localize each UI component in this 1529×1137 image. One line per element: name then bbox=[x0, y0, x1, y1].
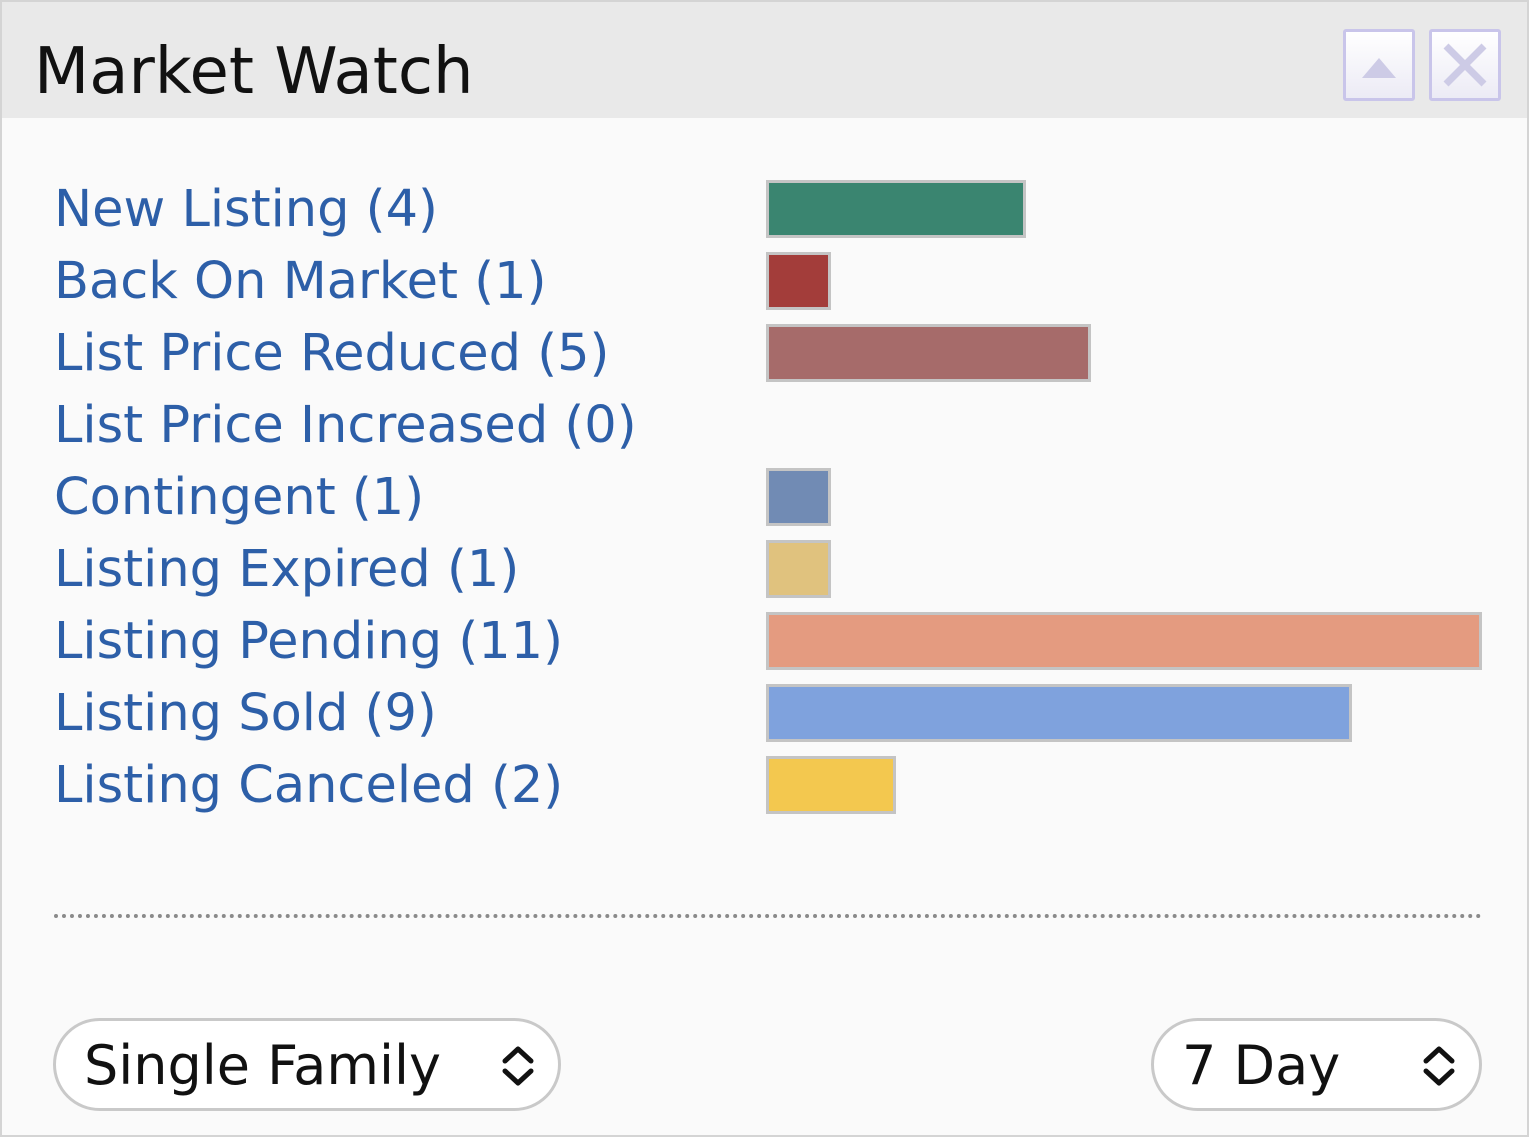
close-button[interactable] bbox=[1429, 29, 1501, 101]
category-link[interactable]: Contingent (1) bbox=[54, 468, 425, 527]
category-link[interactable]: Listing Canceled (2) bbox=[54, 756, 564, 815]
bar bbox=[766, 180, 1026, 238]
chart-row: Listing Expired (1) bbox=[2, 534, 1527, 606]
close-x-icon bbox=[1443, 43, 1487, 87]
bar bbox=[766, 540, 831, 598]
chart-row: Listing Canceled (2) bbox=[2, 750, 1527, 822]
chart-row: List Price Increased (0) bbox=[2, 390, 1527, 462]
period-value: 7 Day bbox=[1182, 1034, 1341, 1097]
category-link[interactable]: Back On Market (1) bbox=[54, 252, 547, 311]
category-link[interactable]: List Price Increased (0) bbox=[54, 396, 637, 455]
bar bbox=[766, 612, 1482, 670]
bar bbox=[766, 468, 831, 526]
bar bbox=[766, 756, 896, 814]
bar bbox=[766, 252, 831, 310]
property-type-select[interactable]: Single Family bbox=[53, 1018, 561, 1111]
bar bbox=[766, 324, 1091, 382]
property-type-value: Single Family bbox=[84, 1034, 441, 1097]
category-link[interactable]: New Listing (4) bbox=[54, 180, 438, 239]
category-link[interactable]: Listing Pending (11) bbox=[54, 612, 564, 671]
chart-row: Contingent (1) bbox=[2, 462, 1527, 534]
chart-row: Back On Market (1) bbox=[2, 246, 1527, 318]
bar bbox=[766, 684, 1352, 742]
category-link[interactable]: Listing Sold (9) bbox=[54, 684, 437, 743]
dotted-divider bbox=[54, 914, 1482, 918]
up-down-chevron-icon bbox=[1423, 1046, 1455, 1086]
collapse-button[interactable] bbox=[1343, 29, 1415, 101]
chart-row: New Listing (4) bbox=[2, 174, 1527, 246]
period-select[interactable]: 7 Day bbox=[1151, 1018, 1482, 1111]
up-down-chevron-icon bbox=[502, 1046, 534, 1086]
chart-row: Listing Pending (11) bbox=[2, 606, 1527, 678]
widget-title: Market Watch bbox=[34, 35, 474, 109]
category-link[interactable]: Listing Expired (1) bbox=[54, 540, 520, 599]
category-link[interactable]: List Price Reduced (5) bbox=[54, 324, 610, 383]
triangle-up-icon bbox=[1362, 58, 1396, 78]
chart-row: List Price Reduced (5) bbox=[2, 318, 1527, 390]
chart-row: Listing Sold (9) bbox=[2, 678, 1527, 750]
widget-header: Market Watch bbox=[2, 2, 1527, 118]
